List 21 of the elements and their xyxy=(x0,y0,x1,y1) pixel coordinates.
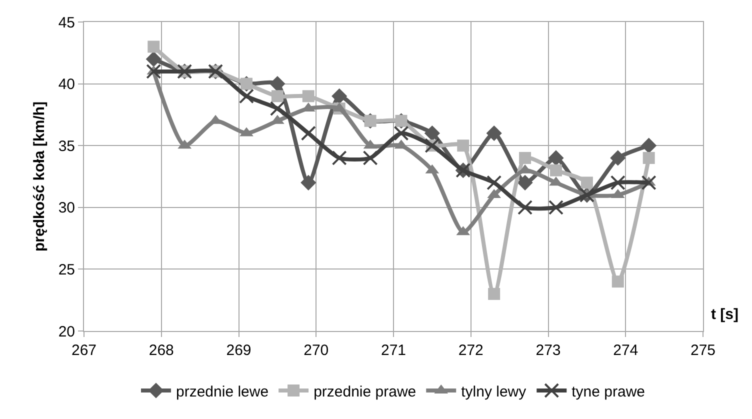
y-tick-label: 30 xyxy=(58,200,75,217)
legend-label: tylny lewy xyxy=(461,383,527,400)
x-tick-label: 271 xyxy=(380,342,406,359)
x-tick-label: 273 xyxy=(536,342,561,359)
legend-label: przednie prawe xyxy=(314,383,416,400)
legend-label: przednie lewe xyxy=(176,383,269,400)
y-tick-label: 40 xyxy=(58,76,75,94)
x-tick-label: 275 xyxy=(690,342,716,359)
x-tick-label: 269 xyxy=(226,342,252,359)
y-tick-label: 25 xyxy=(58,261,75,278)
x-tick-label: 270 xyxy=(304,342,329,359)
x-tick-label: 267 xyxy=(71,342,97,359)
legend-label: tyne prawe xyxy=(572,383,646,400)
y-axis-title: prędkość koła [km/h] xyxy=(31,101,48,252)
y-tick-label: 45 xyxy=(58,14,75,32)
x-tick-label: 268 xyxy=(148,342,174,359)
x-tick-label: 274 xyxy=(613,342,638,359)
y-tick-label: 35 xyxy=(58,138,75,155)
x-axis-title: t [s] xyxy=(711,306,738,323)
x-tick-label: 272 xyxy=(458,342,484,359)
y-tick-label: 20 xyxy=(58,323,75,340)
